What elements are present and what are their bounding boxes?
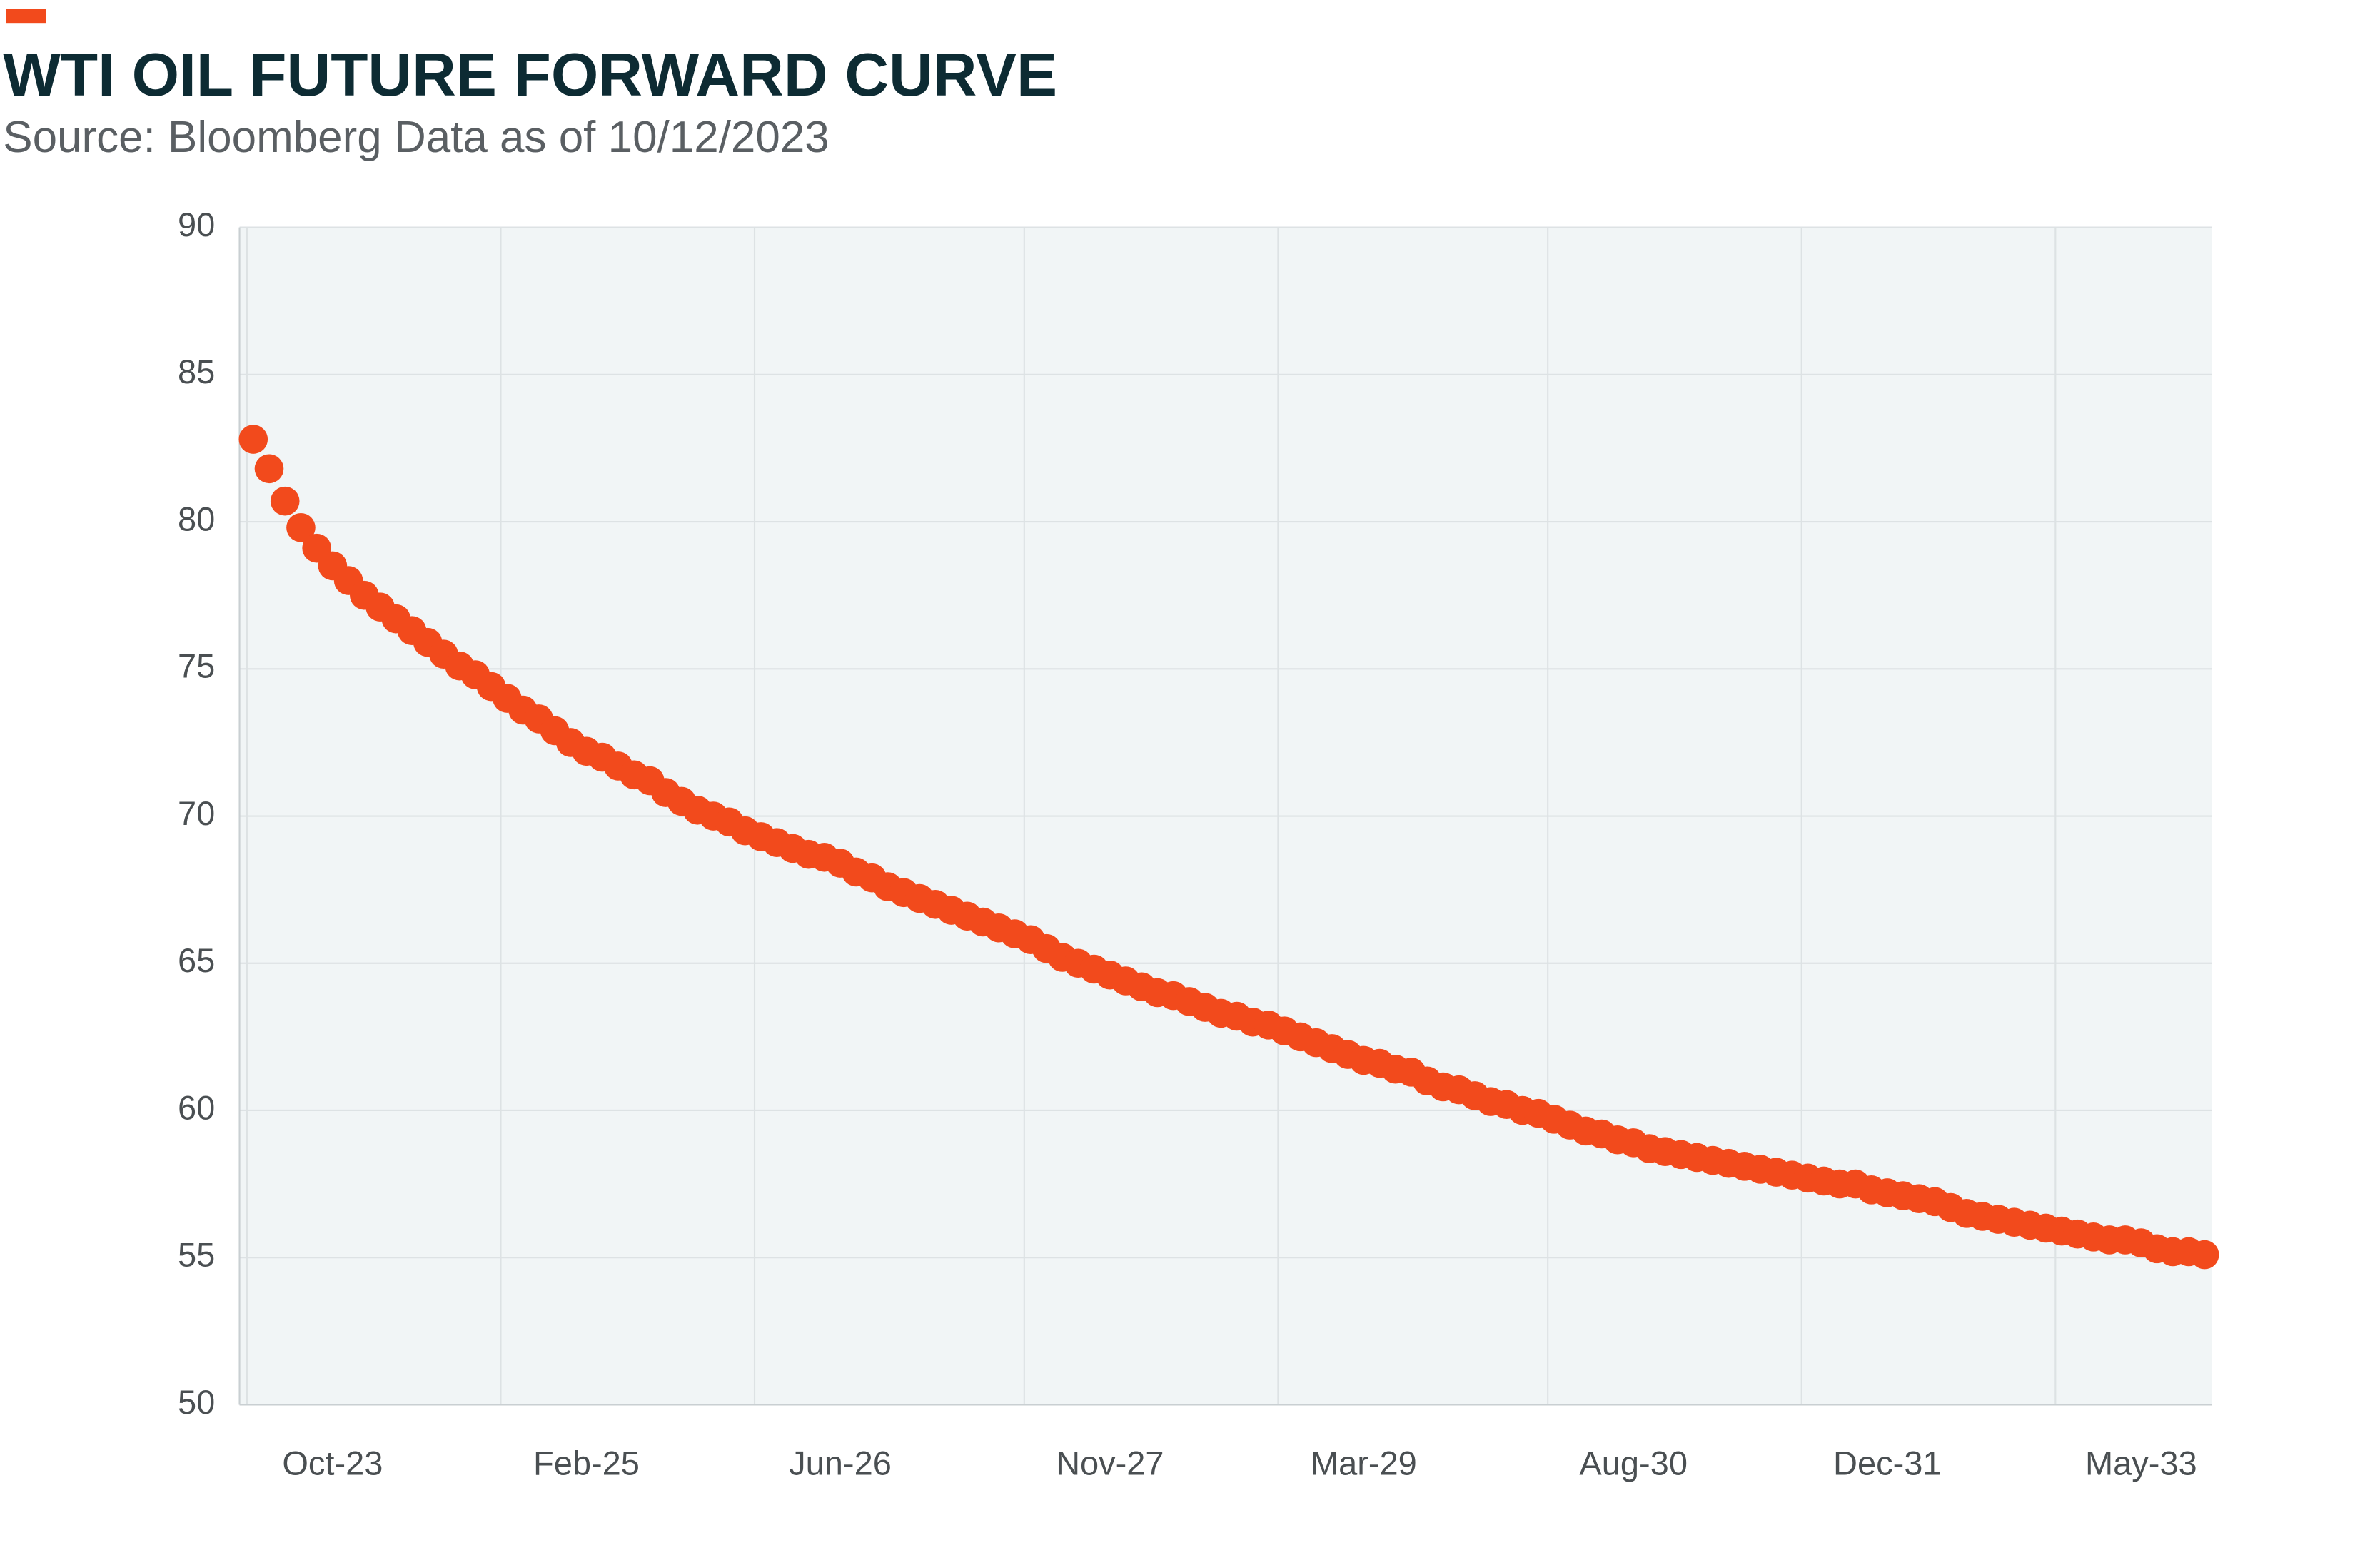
y-tick-label: 70 bbox=[178, 794, 215, 832]
brand-mark bbox=[6, 9, 46, 24]
y-tick-label: 85 bbox=[178, 353, 215, 390]
point bbox=[270, 486, 300, 516]
x-tick-label: Mar-29 bbox=[1311, 1444, 1417, 1482]
y-tick-label: 65 bbox=[178, 941, 215, 979]
chart-subtitle: Source: Bloomberg Data as of 10/12/2023 bbox=[3, 113, 830, 162]
x-tick-label: Dec-31 bbox=[1833, 1444, 1942, 1482]
y-tick-label: 50 bbox=[178, 1383, 215, 1421]
x-tick-label: Nov-27 bbox=[1056, 1444, 1164, 1482]
point bbox=[286, 512, 316, 542]
point bbox=[238, 425, 268, 454]
y-tick-label: 60 bbox=[178, 1088, 215, 1126]
y-tick-label: 80 bbox=[178, 500, 215, 537]
chart-title: WTI OIL FUTURE FORWARD CURVE bbox=[3, 41, 1057, 109]
y-tick-label: 75 bbox=[178, 647, 215, 685]
x-tick-label: Oct-23 bbox=[282, 1444, 383, 1482]
x-tick-label: Jun-26 bbox=[789, 1444, 892, 1482]
y-tick-label: 90 bbox=[178, 206, 215, 243]
point bbox=[2189, 1240, 2219, 1270]
x-tick-label: Aug-30 bbox=[1579, 1444, 1688, 1482]
x-tick-label: Feb-25 bbox=[533, 1444, 640, 1482]
point bbox=[254, 454, 284, 484]
x-tick-label: May-33 bbox=[2085, 1444, 2197, 1482]
y-tick-label: 55 bbox=[178, 1236, 215, 1274]
